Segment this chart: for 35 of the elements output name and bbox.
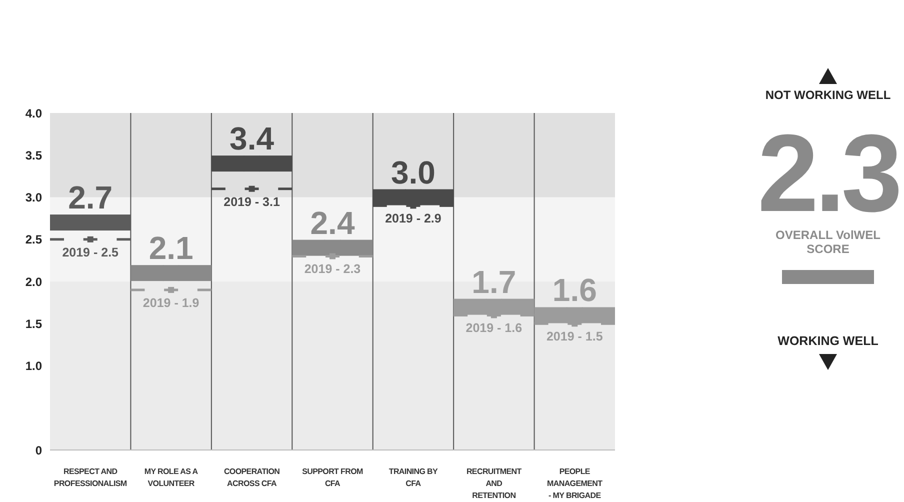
- x-tick-label: COOPERATION ACROSS CFA: [224, 467, 280, 488]
- y-tick-label: 0: [35, 443, 42, 458]
- point: [87, 236, 94, 242]
- y-tick-label: 2.0: [25, 274, 42, 289]
- y-tick-label: 2.5: [25, 232, 42, 247]
- x-tick-label: PEOPLE MANAGEMENT - MY BRIGADE: [547, 467, 603, 500]
- text: WORKING WELL: [778, 334, 878, 348]
- data-label: 1.7: [472, 264, 516, 300]
- text: NOT WORKING WELL: [765, 88, 891, 102]
- y-tick-label: 3.5: [25, 148, 42, 162]
- data-label: 2019 - 1.6: [466, 321, 522, 336]
- data-label: 2.4: [310, 204, 355, 241]
- data-label: 2019 - 3.1: [224, 194, 280, 209]
- x-tick-label: RECRUITMENT AND RETENTION: [466, 467, 522, 500]
- data-label: 3.4: [230, 120, 274, 157]
- data-label: 2019 - 2.3: [304, 262, 361, 276]
- data-label: 2.7: [68, 180, 113, 216]
- x-tick-label: TRAINING BY CFA: [388, 467, 439, 488]
- data-label: 1.6: [552, 272, 597, 308]
- text: OVERALL VolWEL SCORE: [774, 228, 882, 256]
- data-label: 2019 - 1.5: [546, 330, 603, 344]
- data-label: 2019 - 2.5: [62, 245, 119, 260]
- x-tick-label: RESPECT AND PROFESSIONALISM: [54, 467, 128, 488]
- data-label: 2019 - 1.9: [142, 296, 200, 310]
- data-label: 2.1: [148, 230, 194, 266]
- data-label: 2019 - 2.9: [385, 212, 442, 226]
- x-tick-label: SUPPORT FROM CFA: [302, 467, 364, 488]
- point: [330, 253, 336, 260]
- point: [168, 286, 174, 293]
- y-tick-label: 1.0: [25, 359, 42, 374]
- y-tick-label: 3.0: [25, 190, 42, 205]
- x-tick-label: MY ROLE AS A VOLUNTEER: [144, 467, 198, 488]
- data-label: 3.0: [390, 154, 436, 190]
- y-tick-label: 1.5: [25, 316, 42, 331]
- y-tick-label: 4.0: [25, 106, 42, 120]
